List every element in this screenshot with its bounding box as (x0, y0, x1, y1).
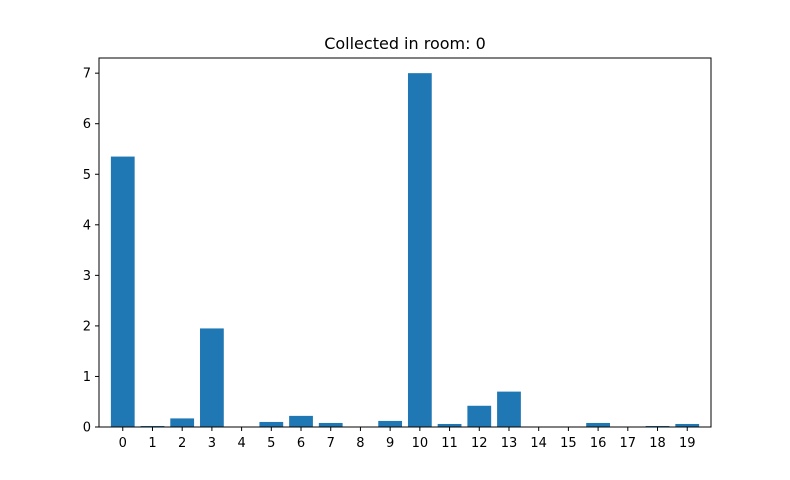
x-tick-label: 4 (237, 436, 245, 451)
y-tick-label: 0 (83, 421, 91, 436)
bar-19 (675, 423, 700, 427)
bars-group (110, 73, 700, 427)
bar-2 (170, 418, 195, 427)
x-tick-label: 1 (148, 436, 156, 451)
bar-11 (437, 423, 462, 427)
x-tick-label: 14 (530, 436, 547, 451)
x-tick-label: 2 (178, 436, 186, 451)
y-tick-label: 7 (83, 67, 91, 82)
bar-7 (318, 422, 343, 427)
bar-12 (467, 405, 492, 427)
x-tick-label: 3 (208, 436, 216, 451)
x-tick-label: 7 (327, 436, 335, 451)
x-tick-label: 8 (356, 436, 364, 451)
x-tick-label: 15 (560, 436, 577, 451)
x-tick-label: 19 (679, 436, 696, 451)
y-axis: 0 1 2 3 4 5 6 7 (83, 67, 99, 436)
y-tick-label: 6 (83, 117, 91, 132)
bar-3 (200, 328, 224, 427)
x-tick-label: 0 (119, 436, 127, 451)
x-tick-label: 17 (620, 436, 637, 451)
x-axis: 0 1 2 3 4 5 6 7 8 9 10 11 12 13 14 15 16 17 18 19 (119, 427, 696, 451)
x-tick-label: 18 (649, 436, 666, 451)
x-tick-label: 6 (297, 436, 305, 451)
bar-6 (289, 415, 313, 427)
y-tick-label: 3 (83, 269, 91, 284)
x-tick-label: 12 (471, 436, 488, 451)
bar-0 (110, 156, 135, 427)
y-tick-label: 4 (83, 218, 91, 233)
y-tick-label: 1 (83, 370, 91, 385)
bar-5 (259, 421, 284, 427)
x-tick-label: 13 (501, 436, 518, 451)
plot-frame (98, 57, 712, 428)
x-tick-label: 9 (386, 436, 394, 451)
y-tick-label: 2 (83, 319, 91, 334)
x-tick-label: 5 (267, 436, 275, 451)
y-tick-label: 5 (83, 168, 91, 183)
bar-13 (497, 391, 521, 427)
bar-16 (586, 422, 610, 427)
bar-18 (645, 425, 670, 427)
x-tick-label: 11 (441, 436, 458, 451)
x-tick-label: 10 (412, 436, 429, 451)
x-tick-label: 16 (590, 436, 607, 451)
bar-1 (140, 425, 165, 427)
bar-10 (407, 73, 432, 427)
bar-9 (378, 420, 403, 427)
chart-title: Collected in room: 0 (324, 34, 486, 53)
